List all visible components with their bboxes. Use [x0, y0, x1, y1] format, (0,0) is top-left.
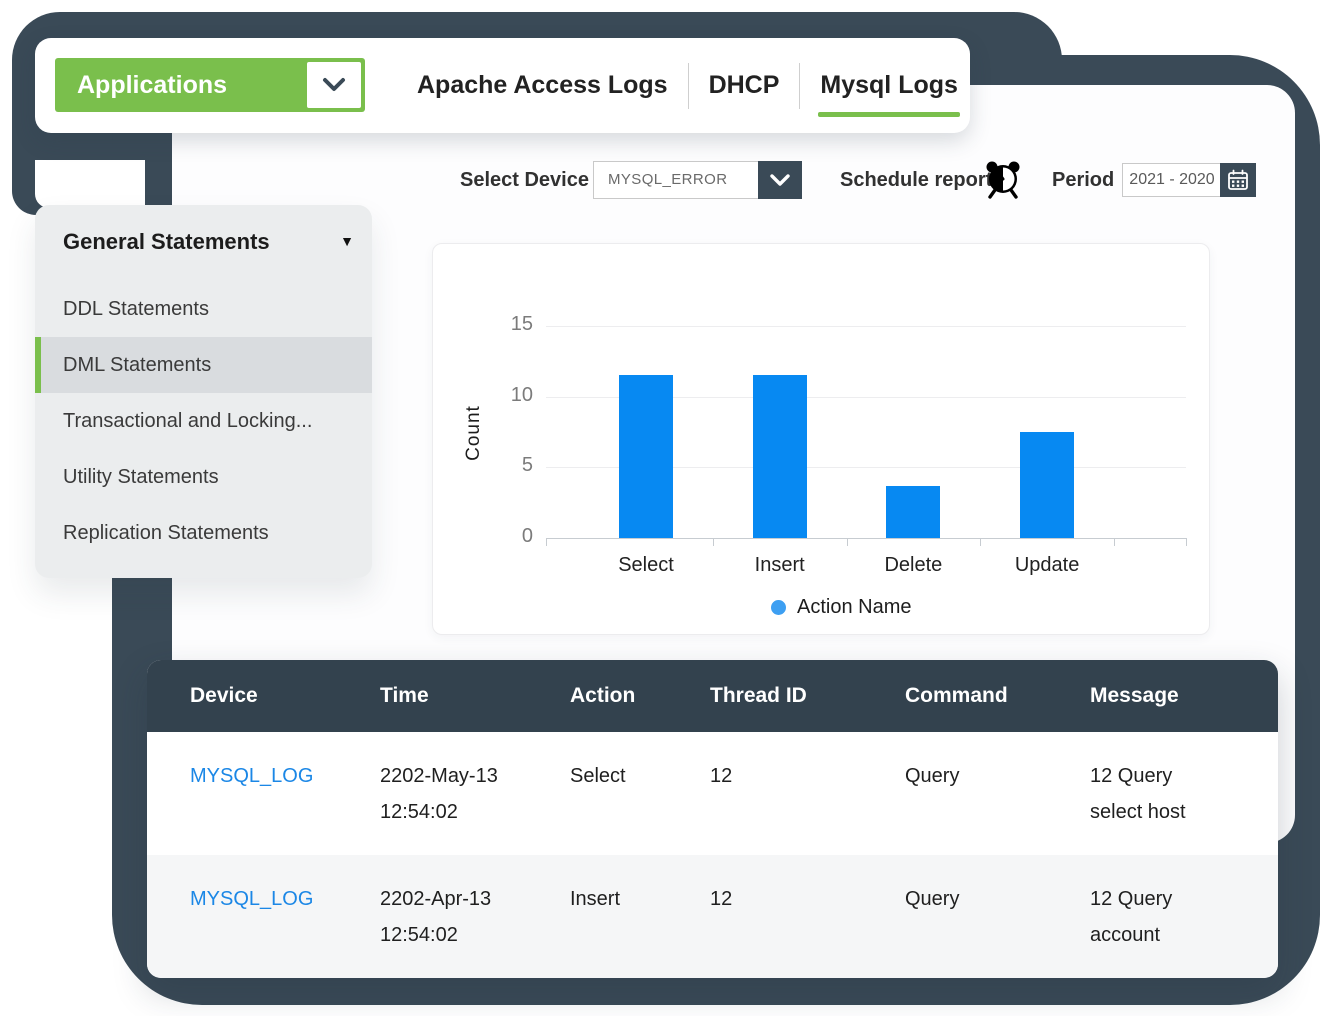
- message-line: account: [1090, 924, 1161, 946]
- period-label: Period: [1052, 169, 1115, 191]
- tab-separator: [687, 62, 689, 109]
- caret-down-icon: ▼: [340, 233, 354, 249]
- x-axis-category-label: Select: [618, 554, 674, 576]
- gridline-0: [546, 538, 1186, 539]
- cell-action: Insert: [570, 888, 621, 910]
- gridline-5: [546, 467, 1186, 469]
- x-axis-tick-mark: [1186, 538, 1187, 546]
- x-axis-category-label: Delete: [884, 554, 943, 576]
- cell-device: MYSQL_LOG: [190, 758, 380, 855]
- bar-update[interactable]: [1020, 432, 1075, 538]
- period-date-picker[interactable]: 2021 - 2020: [1122, 163, 1256, 197]
- cell-thread-id: 12: [710, 888, 733, 910]
- time-line: 12:54:02: [380, 801, 458, 823]
- time-line: 2202-May-13: [380, 765, 498, 787]
- message-line: 12 Query: [1090, 765, 1173, 787]
- device-link[interactable]: MYSQL_LOG: [190, 765, 314, 787]
- device-link[interactable]: MYSQL_LOG: [190, 888, 314, 910]
- column-header-device: Device: [190, 684, 258, 707]
- sidebar-group-header[interactable]: General Statements ▼: [35, 205, 372, 277]
- alarm-clock-icon[interactable]: [984, 159, 1022, 199]
- calendar-icon: [1220, 163, 1256, 197]
- time-line: 12:54:02: [380, 924, 458, 946]
- cell-message: 12 Query select host: [1090, 758, 1278, 855]
- cell-time: 2202-Apr-13 12:54:02: [380, 881, 570, 978]
- column-header-thread-id: Thread ID: [710, 684, 807, 707]
- cell-command: Query: [905, 765, 960, 787]
- log-entries-table: Device Time Action Thread ID Command Message …: [147, 660, 1278, 978]
- table-header-row: Device Time Action Thread ID Command Message: [147, 660, 1278, 732]
- x-axis-category-label: Insert: [754, 554, 805, 576]
- cell-device: MYSQL_LOG: [190, 881, 380, 978]
- cell-message: 12 Query account: [1090, 881, 1278, 978]
- x-axis-tick-mark: [846, 538, 848, 546]
- chevron-down-icon: [307, 62, 361, 108]
- sidebar-item-dml-statements[interactable]: DML Statements: [35, 337, 372, 393]
- action-count-chart-card: Count 0 5 10 15 Select Insert Delete Update Act…: [432, 243, 1210, 635]
- x-axis-tick-mark: [546, 538, 547, 546]
- applications-label: Applications: [77, 71, 228, 99]
- statements-sidebar: General Statements ▼ DDL Statements DML S…: [35, 205, 372, 578]
- y-axis-tick-label: 15: [510, 313, 533, 335]
- select-device-label: Select Device: [460, 169, 589, 191]
- sidebar-items: DDL Statements DML Statements Transactiona…: [35, 281, 372, 561]
- sidebar-item-replication-statements[interactable]: Replication Statements: [63, 521, 269, 544]
- x-axis-tick-mark: [712, 538, 714, 546]
- x-axis-tick-mark: [980, 538, 982, 546]
- y-axis-tick-label: 5: [521, 454, 533, 477]
- sidebar-item-transactional-and-locking-[interactable]: Transactional and Locking...: [63, 409, 313, 432]
- x-axis-category-label: Update: [1014, 554, 1080, 576]
- y-axis-tick-label: 10: [510, 383, 533, 406]
- tab-mysql-logs[interactable]: Mysql Logs: [800, 71, 978, 117]
- legend-label: Action Name: [797, 596, 912, 618]
- log-type-tabs: Apache Access Logs DHCP Mysql Logs: [397, 38, 978, 133]
- chart-legend: Action Name: [771, 596, 912, 619]
- cell-command: Query: [905, 888, 960, 910]
- cell-thread-id: 12: [710, 765, 733, 787]
- top-navigation-bar: Applications Apache Access Logs DHCP Mysql…: [35, 38, 970, 133]
- message-line: 12 Query: [1090, 888, 1173, 910]
- applications-dropdown-button[interactable]: Applications: [55, 58, 365, 112]
- cell-action: Select: [570, 765, 626, 787]
- schedule-report-label: Schedule report: [840, 169, 993, 191]
- table-body: MYSQL_LOG 2202-May-13 12:54:02 Select 12 Quer…: [147, 732, 1278, 978]
- chevron-down-icon: [758, 161, 802, 199]
- tab-separator: [799, 62, 801, 109]
- device-select-value: MYSQL_ERROR: [608, 171, 728, 188]
- bar-delete[interactable]: [886, 485, 941, 538]
- bar-select[interactable]: [619, 375, 673, 538]
- bar-insert[interactable]: [752, 375, 807, 538]
- column-header-time: Time: [380, 684, 429, 707]
- sidebar-group-title: General Statements: [63, 229, 270, 254]
- column-header-message: Message: [1090, 684, 1179, 707]
- message-line: select host: [1090, 801, 1186, 823]
- table-row: MYSQL_LOG 2202-May-13 12:54:02 Select 12 Quer…: [147, 732, 1278, 855]
- tab-apache-access-logs[interactable]: Apache Access Logs: [417, 71, 668, 99]
- column-header-action: Action: [570, 684, 636, 707]
- sidebar-item-utility-statements[interactable]: Utility Statements: [63, 465, 219, 488]
- table-row: MYSQL_LOG 2202-Apr-13 12:54:02 Insert 12 Quer…: [147, 855, 1278, 978]
- tab-dhcp[interactable]: DHCP: [708, 71, 780, 99]
- gridline-15: [546, 326, 1186, 327]
- column-header-command: Command: [905, 684, 1008, 707]
- x-axis-tick-mark: [1113, 538, 1115, 546]
- y-axis-tick-label: 0: [521, 525, 533, 547]
- decorative-frame-notch: [35, 160, 145, 208]
- legend-marker: [771, 600, 786, 615]
- period-value: 2021 - 2020: [1129, 171, 1215, 188]
- device-select-dropdown[interactable]: MYSQL_ERROR: [593, 161, 802, 199]
- sidebar-item-ddl-statements[interactable]: DDL Statements: [63, 297, 209, 320]
- time-line: 2202-Apr-13: [380, 888, 492, 910]
- gridline-10: [546, 396, 1186, 398]
- cell-time: 2202-May-13 12:54:02: [380, 758, 570, 855]
